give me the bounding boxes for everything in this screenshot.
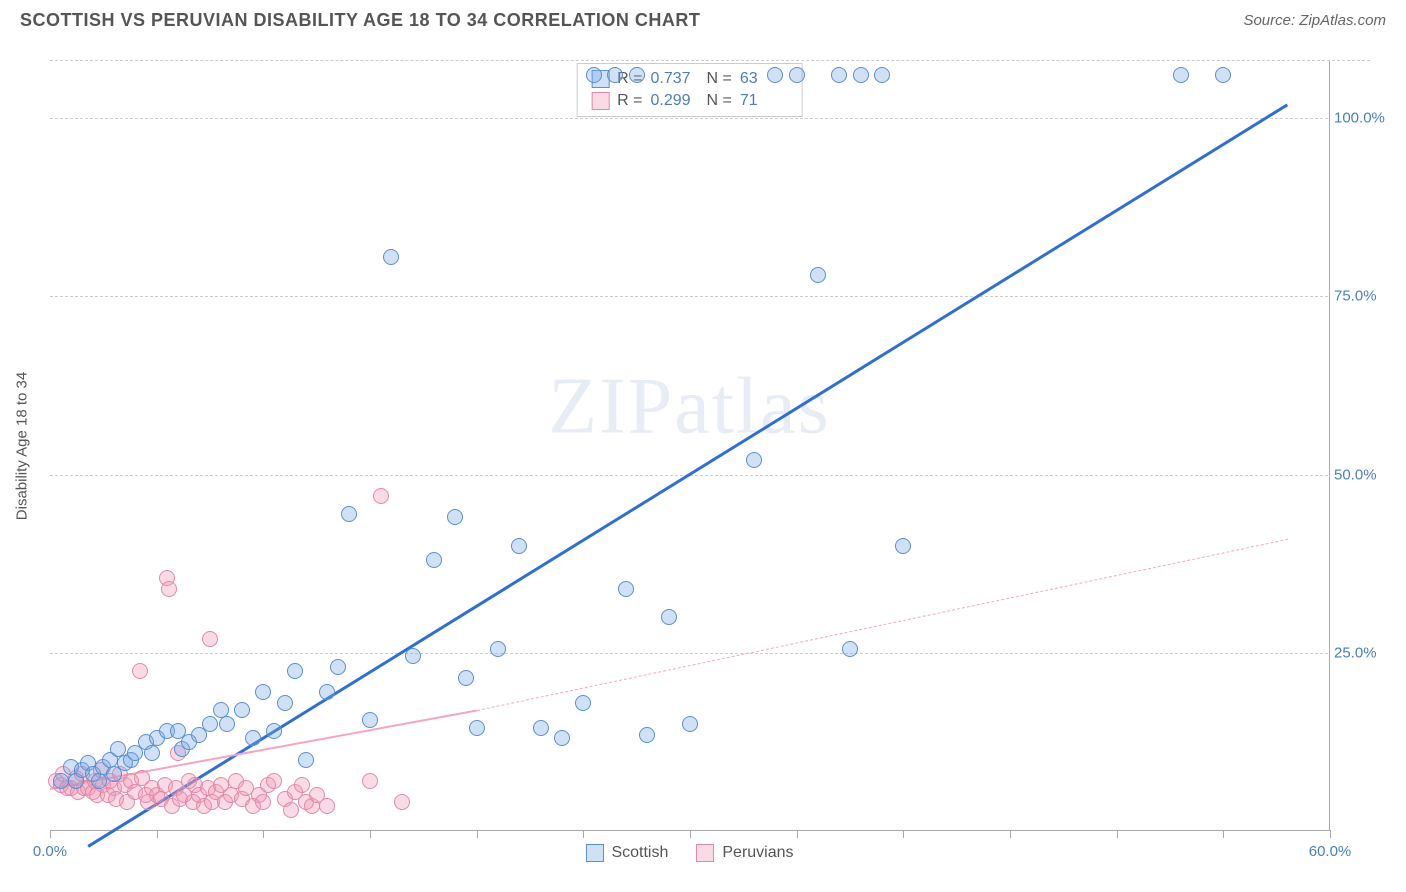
x-tick (263, 830, 264, 838)
chart-title: SCOTTISH VS PERUVIAN DISABILITY AGE 18 T… (20, 10, 700, 31)
point-scottish (575, 695, 591, 711)
legend-item-scottish: Scottish (585, 844, 668, 862)
point-scottish (586, 67, 602, 83)
point-peruvians (202, 631, 218, 647)
y-tick-label: 100.0% (1334, 110, 1384, 127)
point-scottish (202, 716, 218, 732)
point-scottish (533, 720, 549, 736)
plot-region: ZIPatlas R =0.737 N =63 R =0.299 N =71 S… (50, 61, 1330, 831)
point-scottish (618, 581, 634, 597)
point-scottish (554, 730, 570, 746)
watermark: ZIPatlas (548, 362, 831, 453)
point-scottish (895, 538, 911, 554)
point-scottish (661, 609, 677, 625)
point-scottish (810, 267, 826, 283)
gridline (50, 296, 1328, 297)
point-scottish (330, 659, 346, 675)
point-scottish (405, 648, 421, 664)
point-scottish (1173, 67, 1189, 83)
point-scottish (469, 720, 485, 736)
y-tick-label: 50.0% (1334, 466, 1384, 483)
point-scottish (362, 712, 378, 728)
point-scottish (298, 752, 314, 768)
point-scottish (639, 727, 655, 743)
y-tick-label: 25.0% (1334, 644, 1384, 661)
point-scottish (447, 509, 463, 525)
stats-row-peruvians: R =0.299 N =71 (591, 90, 788, 112)
x-tick (477, 830, 478, 838)
source-label: Source: ZipAtlas.com (1243, 12, 1386, 29)
gridline (50, 118, 1328, 119)
x-tick (157, 830, 158, 838)
x-tick (583, 830, 584, 838)
x-tick (50, 830, 51, 838)
point-scottish (266, 723, 282, 739)
point-scottish (319, 684, 335, 700)
point-peruvians (394, 794, 410, 810)
point-scottish (746, 452, 762, 468)
swatch-peruvians (591, 92, 609, 110)
point-peruvians (373, 488, 389, 504)
x-tick (1330, 830, 1331, 838)
x-tick (1117, 830, 1118, 838)
point-peruvians (319, 798, 335, 814)
x-tick (370, 830, 371, 838)
point-scottish (853, 67, 869, 83)
y-tick-label: 75.0% (1334, 288, 1384, 305)
x-tick-label: 0.0% (33, 843, 67, 860)
chart-area: Disability Age 18 to 34 ZIPatlas R =0.73… (50, 60, 1370, 830)
point-scottish (245, 730, 261, 746)
x-tick (1010, 830, 1011, 838)
point-scottish (629, 67, 645, 83)
point-peruvians (283, 802, 299, 818)
point-scottish (511, 538, 527, 554)
point-scottish (277, 695, 293, 711)
point-scottish (341, 506, 357, 522)
point-scottish (874, 67, 890, 83)
point-scottish (53, 773, 69, 789)
x-tick (690, 830, 691, 838)
point-scottish (219, 716, 235, 732)
point-scottish (91, 773, 107, 789)
point-peruvians (266, 773, 282, 789)
point-scottish (682, 716, 698, 732)
point-peruvians (161, 581, 177, 597)
point-scottish (831, 67, 847, 83)
point-scottish (287, 663, 303, 679)
point-peruvians (294, 777, 310, 793)
point-scottish (458, 670, 474, 686)
bottom-legend: Scottish Peruvians (585, 844, 793, 862)
point-peruvians (255, 794, 271, 810)
point-scottish (842, 641, 858, 657)
point-scottish (789, 67, 805, 83)
legend-item-peruvians: Peruvians (696, 844, 793, 862)
point-scottish (767, 67, 783, 83)
point-scottish (490, 641, 506, 657)
point-peruvians (132, 663, 148, 679)
point-scottish (234, 702, 250, 718)
point-scottish (255, 684, 271, 700)
x-tick (903, 830, 904, 838)
x-tick (1223, 830, 1224, 838)
trendline (477, 539, 1288, 711)
point-scottish (144, 745, 160, 761)
point-scottish (607, 67, 623, 83)
x-tick (797, 830, 798, 838)
swatch-scottish-icon (585, 844, 603, 862)
point-scottish (426, 552, 442, 568)
swatch-peruvians-icon (696, 844, 714, 862)
x-tick-label: 60.0% (1309, 843, 1352, 860)
point-scottish (1215, 67, 1231, 83)
point-peruvians (362, 773, 378, 789)
y-axis-label: Disability Age 18 to 34 (14, 371, 31, 519)
point-scottish (383, 249, 399, 265)
gridline (50, 653, 1328, 654)
